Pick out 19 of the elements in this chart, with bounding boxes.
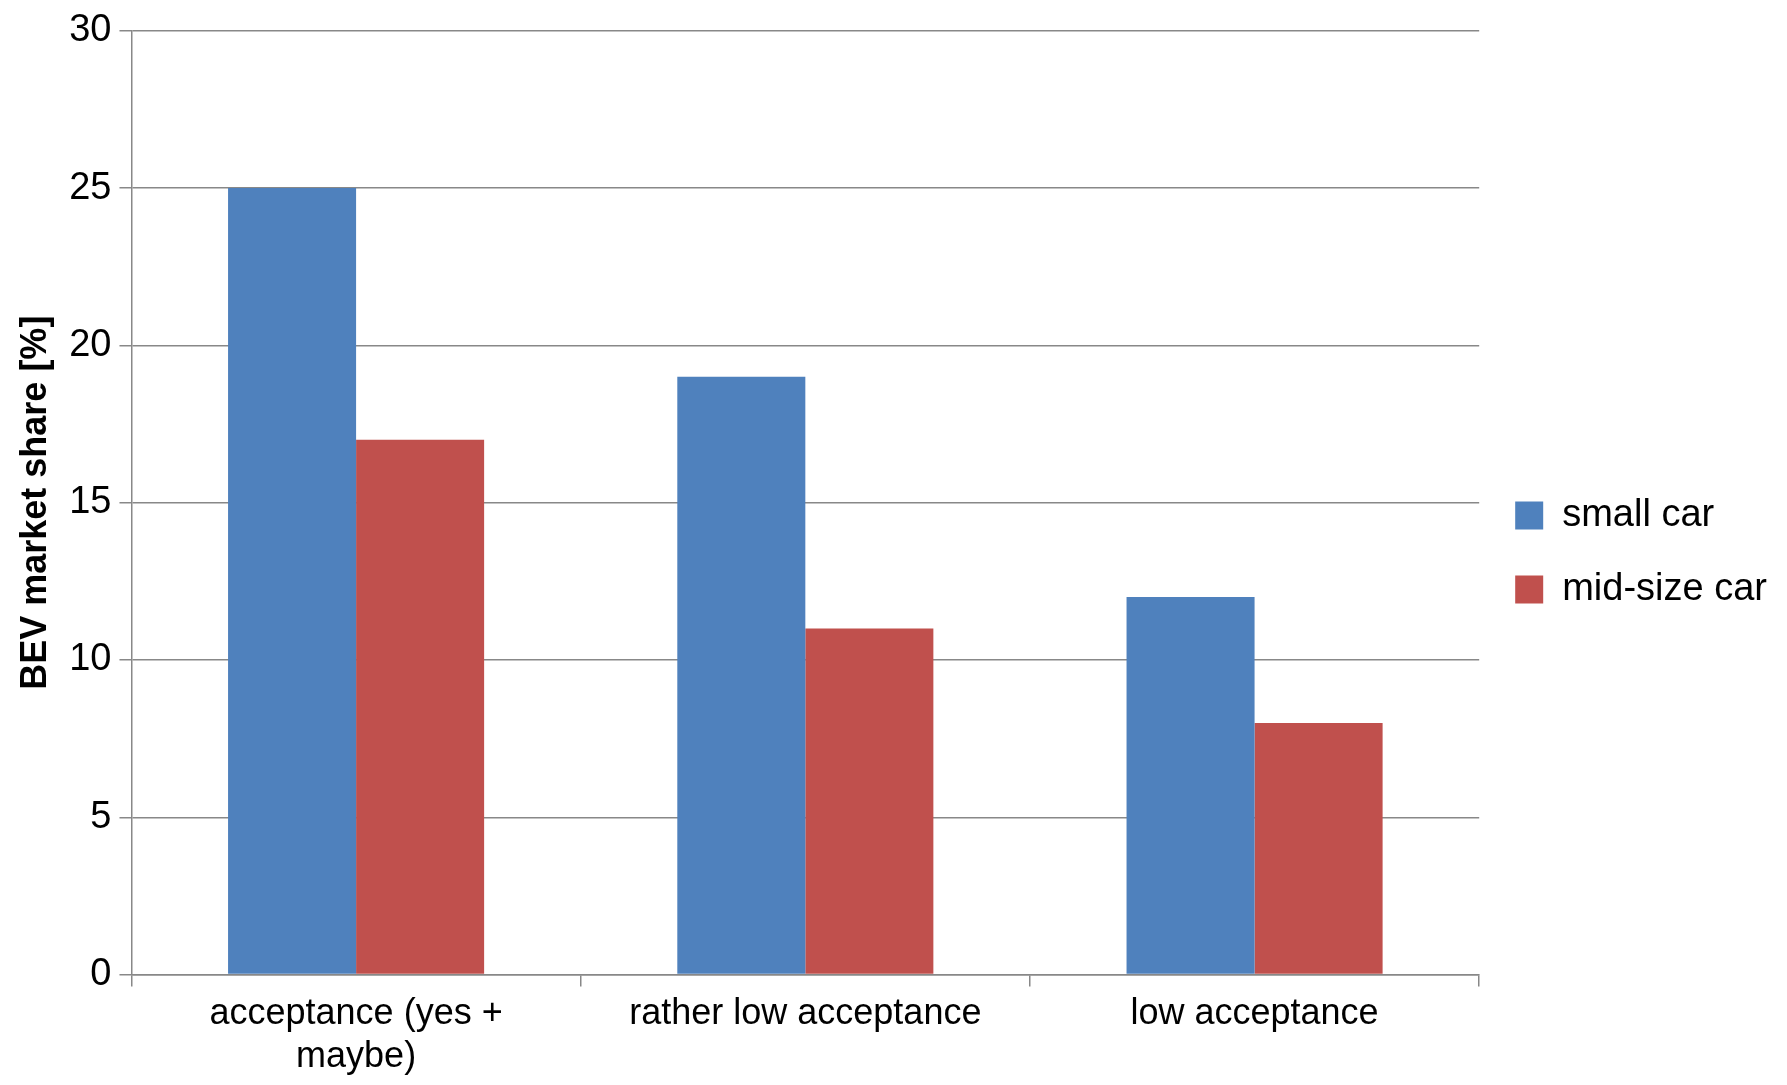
y-tick-label: 20 (69, 321, 112, 364)
y-tick-label: 15 (69, 479, 112, 522)
x-tick-label: acceptance (yes + maybe) (209, 991, 503, 1076)
bar (677, 376, 806, 974)
x-tick-label: rather low acceptance (629, 991, 982, 1033)
legend-label: mid-size car (1562, 565, 1768, 608)
y-tick-label: 10 (69, 636, 112, 679)
legend-label: small car (1562, 491, 1715, 534)
y-tick-label: 5 (90, 793, 112, 836)
y-tick-label: 0 (90, 951, 112, 994)
bar (1126, 597, 1255, 974)
y-axis-title: BEV market share [%] (12, 315, 54, 690)
bar (228, 188, 357, 974)
bar (805, 628, 934, 974)
y-tick-label: 30 (69, 7, 112, 50)
x-tick-label: low acceptance (1130, 991, 1379, 1033)
y-tick-label: 25 (69, 164, 112, 207)
bar (1254, 722, 1383, 974)
bar (356, 439, 485, 974)
